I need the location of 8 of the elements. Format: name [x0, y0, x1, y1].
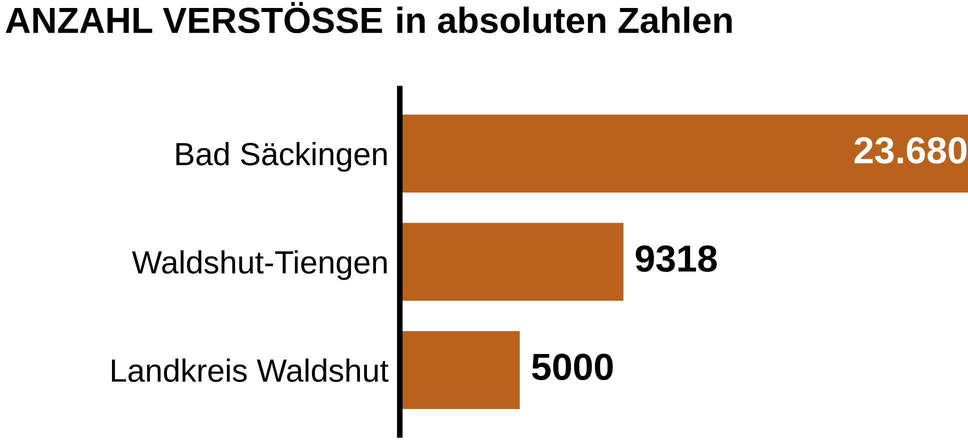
- data-label: 9318: [636, 245, 717, 272]
- y-tick-label: Waldshut-Tiengen: [132, 250, 387, 280]
- data-label: 5000: [532, 354, 613, 380]
- y-tick-label: Bad Säckingen: [176, 142, 387, 172]
- data-label: 23.680: [854, 137, 966, 164]
- chart-title: ANZAHL VERSTÖSSE: [6, 2, 382, 34]
- chart-subtitle: in absoluten Zahlen: [397, 6, 732, 34]
- y-tick-label: Landkreis Waldshut: [112, 358, 388, 382]
